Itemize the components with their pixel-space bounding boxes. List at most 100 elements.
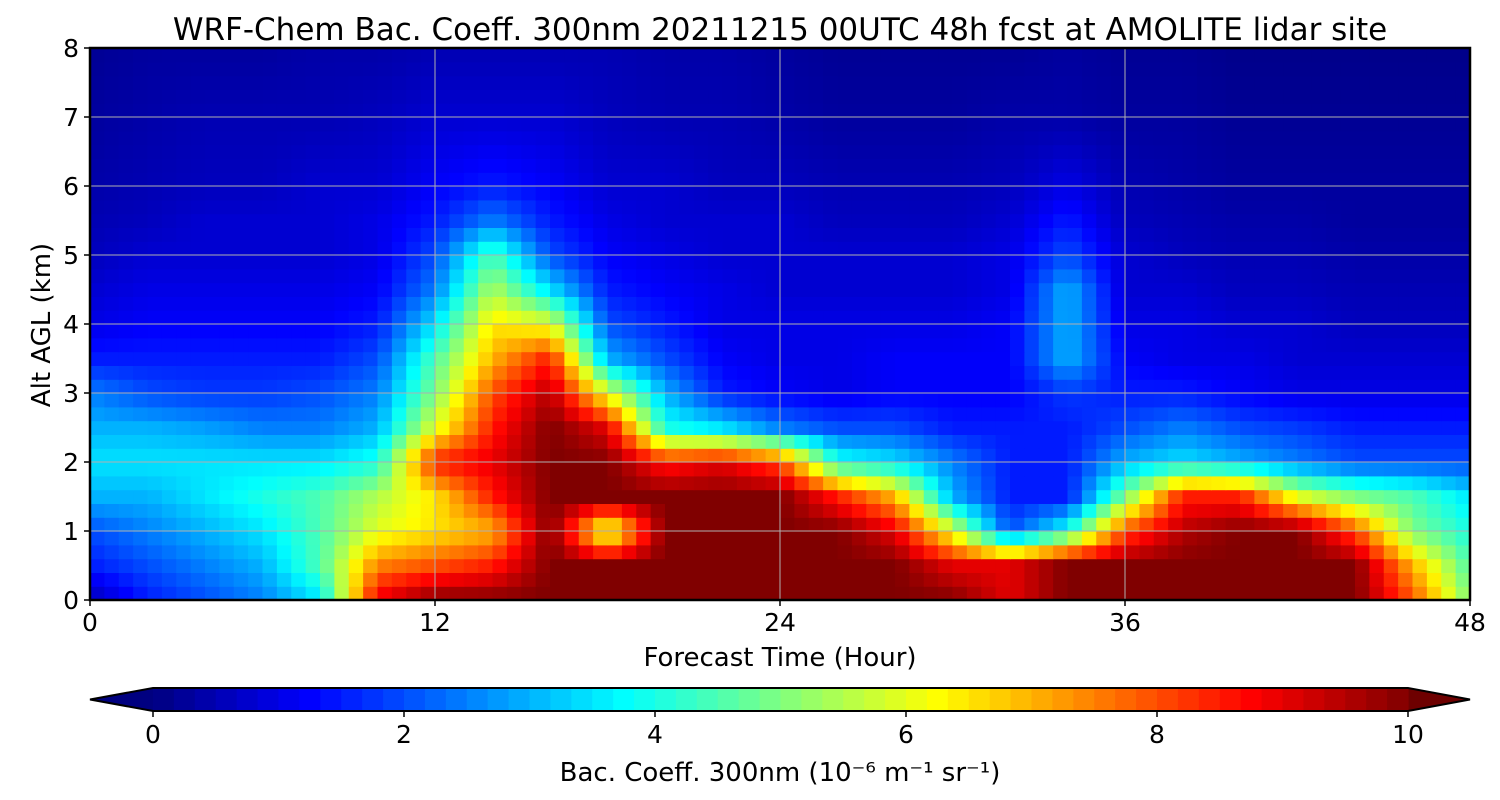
heatmap-cell	[866, 337, 882, 353]
heatmap-cell	[823, 255, 839, 270]
heatmap-cell	[1053, 586, 1069, 601]
heatmap-cell	[406, 268, 422, 284]
heatmap-cell	[866, 503, 882, 518]
heatmap-cell	[564, 489, 580, 504]
heatmap-cell	[1283, 351, 1299, 366]
heatmap-cell	[808, 503, 824, 518]
heatmap-cell	[377, 227, 393, 242]
heatmap-cell	[1369, 186, 1385, 201]
heatmap-cell	[248, 475, 264, 491]
heatmap-cell	[823, 199, 839, 215]
heatmap-cell	[90, 241, 105, 256]
heatmap-cell	[535, 103, 551, 118]
heatmap-cell	[478, 75, 494, 90]
heatmap-cell	[1139, 117, 1155, 132]
heatmap-cell	[1182, 255, 1198, 270]
heatmap-cell	[1110, 186, 1126, 201]
heatmap-cell	[406, 393, 422, 408]
heatmap-cell	[1398, 517, 1414, 532]
heatmap-cell	[938, 337, 954, 353]
x-tick-label: 36	[1109, 608, 1141, 637]
heatmap-cell	[1426, 296, 1442, 311]
heatmap-cell	[708, 310, 724, 325]
heatmap-cell	[305, 462, 321, 477]
heatmap-cell	[679, 324, 695, 339]
heatmap-cell	[233, 337, 249, 353]
heatmap-cell	[348, 117, 364, 132]
heatmap-cell	[1139, 462, 1155, 477]
heatmap-cell	[521, 144, 537, 159]
heatmap-cell	[305, 61, 321, 77]
heatmap-cell	[1326, 255, 1342, 270]
heatmap-cell	[1153, 186, 1169, 201]
heatmap-cell	[794, 337, 810, 353]
heatmap-cell	[621, 420, 637, 435]
heatmap-cell	[636, 255, 652, 270]
heatmap-cell	[1067, 586, 1083, 601]
heatmap-cell	[708, 475, 724, 491]
heatmap-cell	[406, 337, 422, 353]
heatmap-cell	[449, 420, 465, 435]
heatmap-cell	[478, 213, 494, 228]
heatmap-cell	[521, 434, 537, 449]
heatmap-cell	[506, 117, 522, 132]
heatmap-cell	[1297, 324, 1313, 339]
heatmap-cell	[305, 48, 321, 63]
heatmap-cell	[665, 310, 680, 325]
heatmap-cell	[1426, 586, 1442, 601]
heatmap-cell	[305, 586, 321, 601]
heatmap-cell	[679, 475, 695, 491]
heatmap-cell	[276, 558, 292, 573]
heatmap-cell	[1283, 503, 1299, 518]
heatmap-cell	[190, 420, 206, 435]
heatmap-cell	[1038, 489, 1054, 504]
heatmap-cell	[147, 462, 163, 477]
heatmap-cell	[851, 310, 867, 325]
heatmap-cell	[449, 531, 465, 546]
heatmap-cell	[995, 172, 1011, 187]
heatmap-cell	[521, 158, 537, 173]
heatmap-cell	[895, 462, 910, 477]
heatmap-cell	[161, 475, 177, 491]
heatmap-cell	[190, 103, 206, 118]
heatmap-cell	[765, 558, 781, 573]
heatmap-cell	[248, 48, 264, 63]
heatmap-cell	[794, 48, 810, 63]
heatmap-cell	[607, 48, 623, 63]
heatmap-cell	[1096, 324, 1112, 339]
heatmap-cell	[1196, 420, 1212, 435]
heatmap-cell	[578, 144, 594, 159]
heatmap-cell	[161, 130, 177, 146]
heatmap-cell	[363, 434, 379, 449]
heatmap-cell	[780, 61, 795, 77]
heatmap-cell	[233, 351, 249, 366]
heatmap-cell	[966, 586, 982, 601]
heatmap-cell	[679, 448, 695, 463]
heatmap-cell	[1297, 255, 1313, 270]
heatmap-cell	[147, 89, 163, 104]
heatmap-cell	[320, 517, 335, 532]
heatmap-cell	[1211, 503, 1227, 518]
heatmap-cell	[1081, 227, 1097, 242]
heatmap-cell	[938, 379, 954, 394]
heatmap-cell	[665, 586, 680, 601]
heatmap-cell	[276, 241, 292, 256]
heatmap-cell	[161, 48, 177, 63]
heatmap-cell	[636, 324, 652, 339]
heatmap-cell	[1081, 517, 1097, 532]
heatmap-cell	[1355, 48, 1370, 63]
heatmap-cell	[521, 475, 537, 491]
heatmap-cell	[938, 572, 954, 587]
heatmap-cell	[1383, 489, 1399, 504]
heatmap-cell	[880, 117, 896, 132]
heatmap-cell	[1096, 103, 1112, 118]
heatmap-cell	[607, 324, 623, 339]
heatmap-cell	[420, 489, 436, 504]
heatmap-cell	[693, 117, 709, 132]
heatmap-cell	[1053, 503, 1069, 518]
heatmap-cell	[1355, 448, 1370, 463]
heatmap-cell	[535, 503, 551, 518]
heatmap-cell	[348, 475, 364, 491]
heatmap-cell	[708, 186, 724, 201]
heatmap-cell	[995, 531, 1011, 546]
